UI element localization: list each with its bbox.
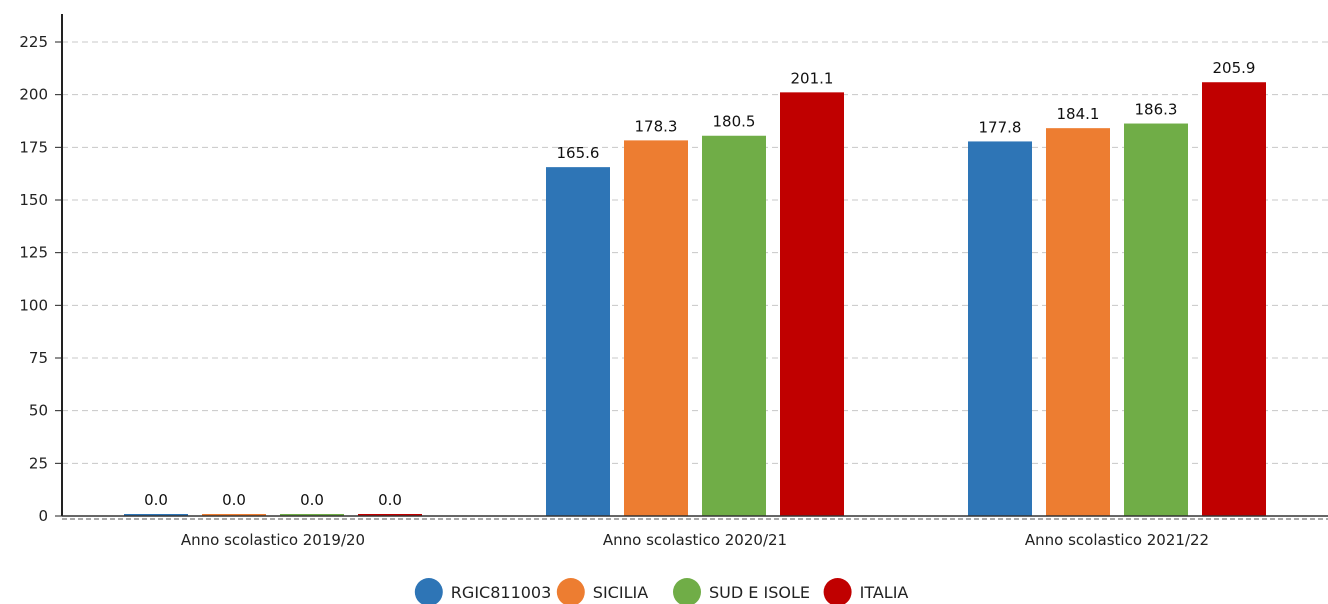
legend-swatch xyxy=(556,578,585,604)
bar xyxy=(780,92,844,516)
y-tick-label: 25 xyxy=(29,454,48,472)
y-tick-label: 50 xyxy=(29,402,48,420)
legend-label: SUD E ISOLE xyxy=(709,583,810,602)
y-tick-label: 175 xyxy=(19,138,48,156)
legend-item[interactable]: SICILIA xyxy=(556,578,648,604)
data-label: 201.1 xyxy=(791,69,834,87)
y-tick-label: 100 xyxy=(19,296,48,314)
data-label: 0.0 xyxy=(144,491,168,509)
bar xyxy=(1046,128,1110,517)
data-label: 186.3 xyxy=(1135,101,1178,119)
data-label: 184.1 xyxy=(1057,105,1100,123)
legend-item[interactable]: RGIC811003 xyxy=(414,578,551,604)
y-tick-label: 225 xyxy=(19,33,48,51)
data-label: 0.0 xyxy=(222,491,246,509)
x-category-label: Anno scolastico 2021/22 xyxy=(1025,531,1209,549)
bar xyxy=(546,167,610,517)
legend-swatch xyxy=(414,578,443,604)
data-label: 0.0 xyxy=(378,491,402,509)
legend-swatch xyxy=(823,578,852,604)
bar xyxy=(280,514,344,516)
bar xyxy=(358,514,422,516)
axes: 0 25 50 75 100 125 150 175 200 225 Anno scolastico… xyxy=(19,14,1328,549)
data-labels: 0.0 0.0 0.0 0.0 165.6 178.3 180.5 201.1 177.8 184… xyxy=(144,59,1255,509)
legend-item[interactable]: SUD E ISOLE xyxy=(673,578,810,604)
bar xyxy=(202,514,266,516)
bars xyxy=(124,82,1266,517)
bar xyxy=(1124,123,1188,516)
bar xyxy=(1202,82,1266,516)
x-category-label: Anno scolastico 2019/20 xyxy=(181,531,365,549)
data-label: 0.0 xyxy=(300,491,324,509)
y-tick-label: 75 xyxy=(29,349,48,367)
y-tick-label: 200 xyxy=(19,86,48,104)
legend-item[interactable]: ITALIA xyxy=(823,578,909,604)
bar xyxy=(968,141,1032,516)
legend-label: RGIC811003 xyxy=(451,583,551,602)
y-tick-label: 150 xyxy=(19,191,48,209)
bar xyxy=(702,135,766,516)
legend-swatch xyxy=(673,578,701,604)
data-label: 205.9 xyxy=(1213,59,1256,77)
data-label: 178.3 xyxy=(635,117,678,135)
legend: RGIC811003 SICILIA SUD E ISOLE ITALIA xyxy=(414,578,909,604)
bar xyxy=(124,514,188,516)
legend-label: ITALIA xyxy=(860,583,909,602)
legend-label: SICILIA xyxy=(593,583,648,602)
y-tick-label: 125 xyxy=(19,244,48,262)
data-label: 165.6 xyxy=(557,144,600,162)
data-label: 177.8 xyxy=(979,118,1022,136)
bar xyxy=(624,140,688,516)
x-category-label: Anno scolastico 2020/21 xyxy=(603,531,787,549)
data-label: 180.5 xyxy=(713,113,756,131)
y-tick-label: 0 xyxy=(38,507,48,525)
gridlines xyxy=(62,41,1328,464)
